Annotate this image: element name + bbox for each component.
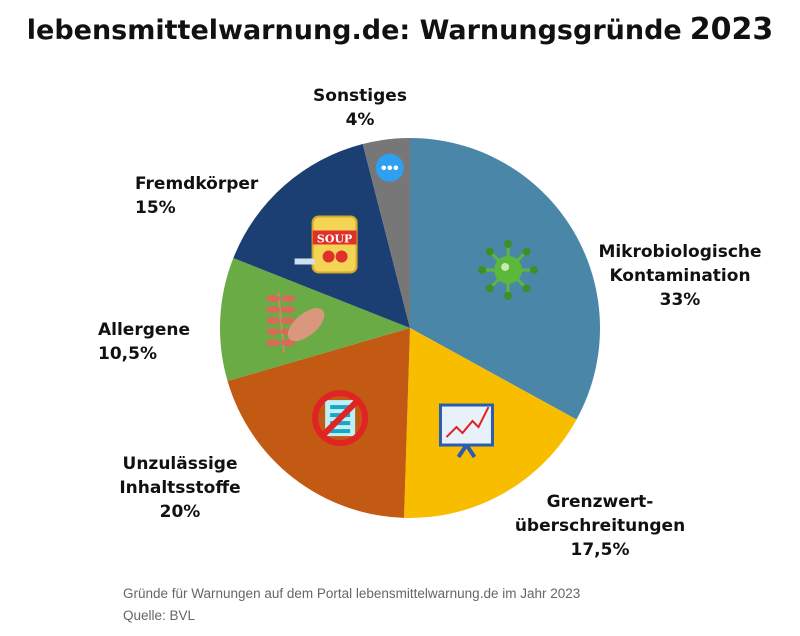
wheat-grain [266, 328, 281, 336]
wheat-grain [281, 306, 296, 314]
wheat-grain [281, 317, 296, 325]
stand [456, 443, 477, 459]
title-text: lebensmittelwarnung.de: Warnungsgründe [26, 15, 682, 46]
label-allergene: Allergene 10,5% [98, 318, 190, 366]
virus-tip [485, 247, 494, 256]
forbidden-list-icon [312, 390, 369, 447]
dot [381, 165, 387, 171]
forbidden-slash [320, 397, 361, 439]
chart-title: lebensmittelwarnung.de: Warnungsgründe 20… [0, 12, 800, 47]
forbidden-ring [312, 390, 369, 447]
virus-tip [504, 239, 513, 248]
label-line: Kontamination [609, 266, 751, 286]
chart-presentation-icon [438, 403, 494, 459]
label-line: Unzulässige [122, 454, 238, 474]
screw [294, 258, 315, 265]
virus-tip [530, 265, 539, 274]
virus-spot [501, 262, 510, 271]
board [438, 403, 494, 447]
value-label: 4% [345, 110, 375, 130]
virus-tip [522, 247, 531, 256]
can-label [312, 230, 357, 245]
label-fremdkoerper: Fremdkörper 15% [135, 172, 258, 220]
more-dots-icon [375, 153, 404, 182]
wheat-grain [266, 339, 281, 347]
title-year: 2023 [689, 12, 774, 47]
trend-line [445, 406, 490, 438]
wheat-grain [266, 295, 281, 303]
dot [387, 165, 393, 171]
virus-spike [490, 268, 510, 289]
list-line [330, 405, 351, 410]
virus-tip [504, 291, 513, 300]
list-line [330, 421, 351, 426]
wheat-grain [266, 317, 281, 325]
wheat-peanut-icon [266, 292, 325, 353]
label-line: Grenzwert- [546, 492, 654, 512]
pie-slice [227, 328, 410, 518]
footer-caption: Gründe für Warnungen auf dem Portal lebe… [123, 586, 581, 601]
virus-tip [522, 284, 531, 293]
value-label: 15% [135, 198, 176, 218]
label-grenzwert: Grenzwert- überschreitungen 17,5% [500, 490, 700, 562]
label-line: Allergene [98, 320, 191, 340]
label-line: Fremdkörper [135, 174, 259, 194]
label-line: Inhaltsstoffe [119, 478, 241, 498]
virus-icon [478, 239, 539, 300]
value-label: 17,5% [570, 540, 630, 560]
wheat-grain [266, 306, 281, 314]
value-label: 10,5% [98, 344, 157, 364]
label-unzulaessige: Unzulässige Inhaltsstoffe 20% [95, 452, 265, 524]
value-label: 33% [659, 290, 701, 310]
tomato [322, 250, 335, 263]
peanut [287, 308, 325, 342]
virus-spike [507, 251, 527, 272]
virus-spike [507, 268, 527, 289]
wheat-grain [281, 295, 296, 303]
wheat-grain [281, 339, 296, 347]
soup-can-icon: SOUP [294, 215, 358, 274]
pie-slice [362, 138, 410, 328]
value-label: 20% [159, 502, 201, 522]
tomato [335, 250, 348, 263]
label-line: überschreitungen [514, 516, 686, 536]
dot [393, 165, 399, 171]
label-line: Mikrobiologische [598, 242, 762, 262]
label-line: Sonstiges [313, 86, 407, 106]
label-mikrobiologische: Mikrobiologische Kontamination 33% [590, 240, 770, 312]
list-line [330, 429, 351, 434]
virus-tip [485, 284, 494, 293]
label-sonstiges: Sonstiges 4% [300, 84, 420, 132]
can-text: SOUP [317, 232, 352, 245]
footer-source: Quelle: BVL [123, 608, 196, 623]
virus-tip [478, 265, 487, 274]
